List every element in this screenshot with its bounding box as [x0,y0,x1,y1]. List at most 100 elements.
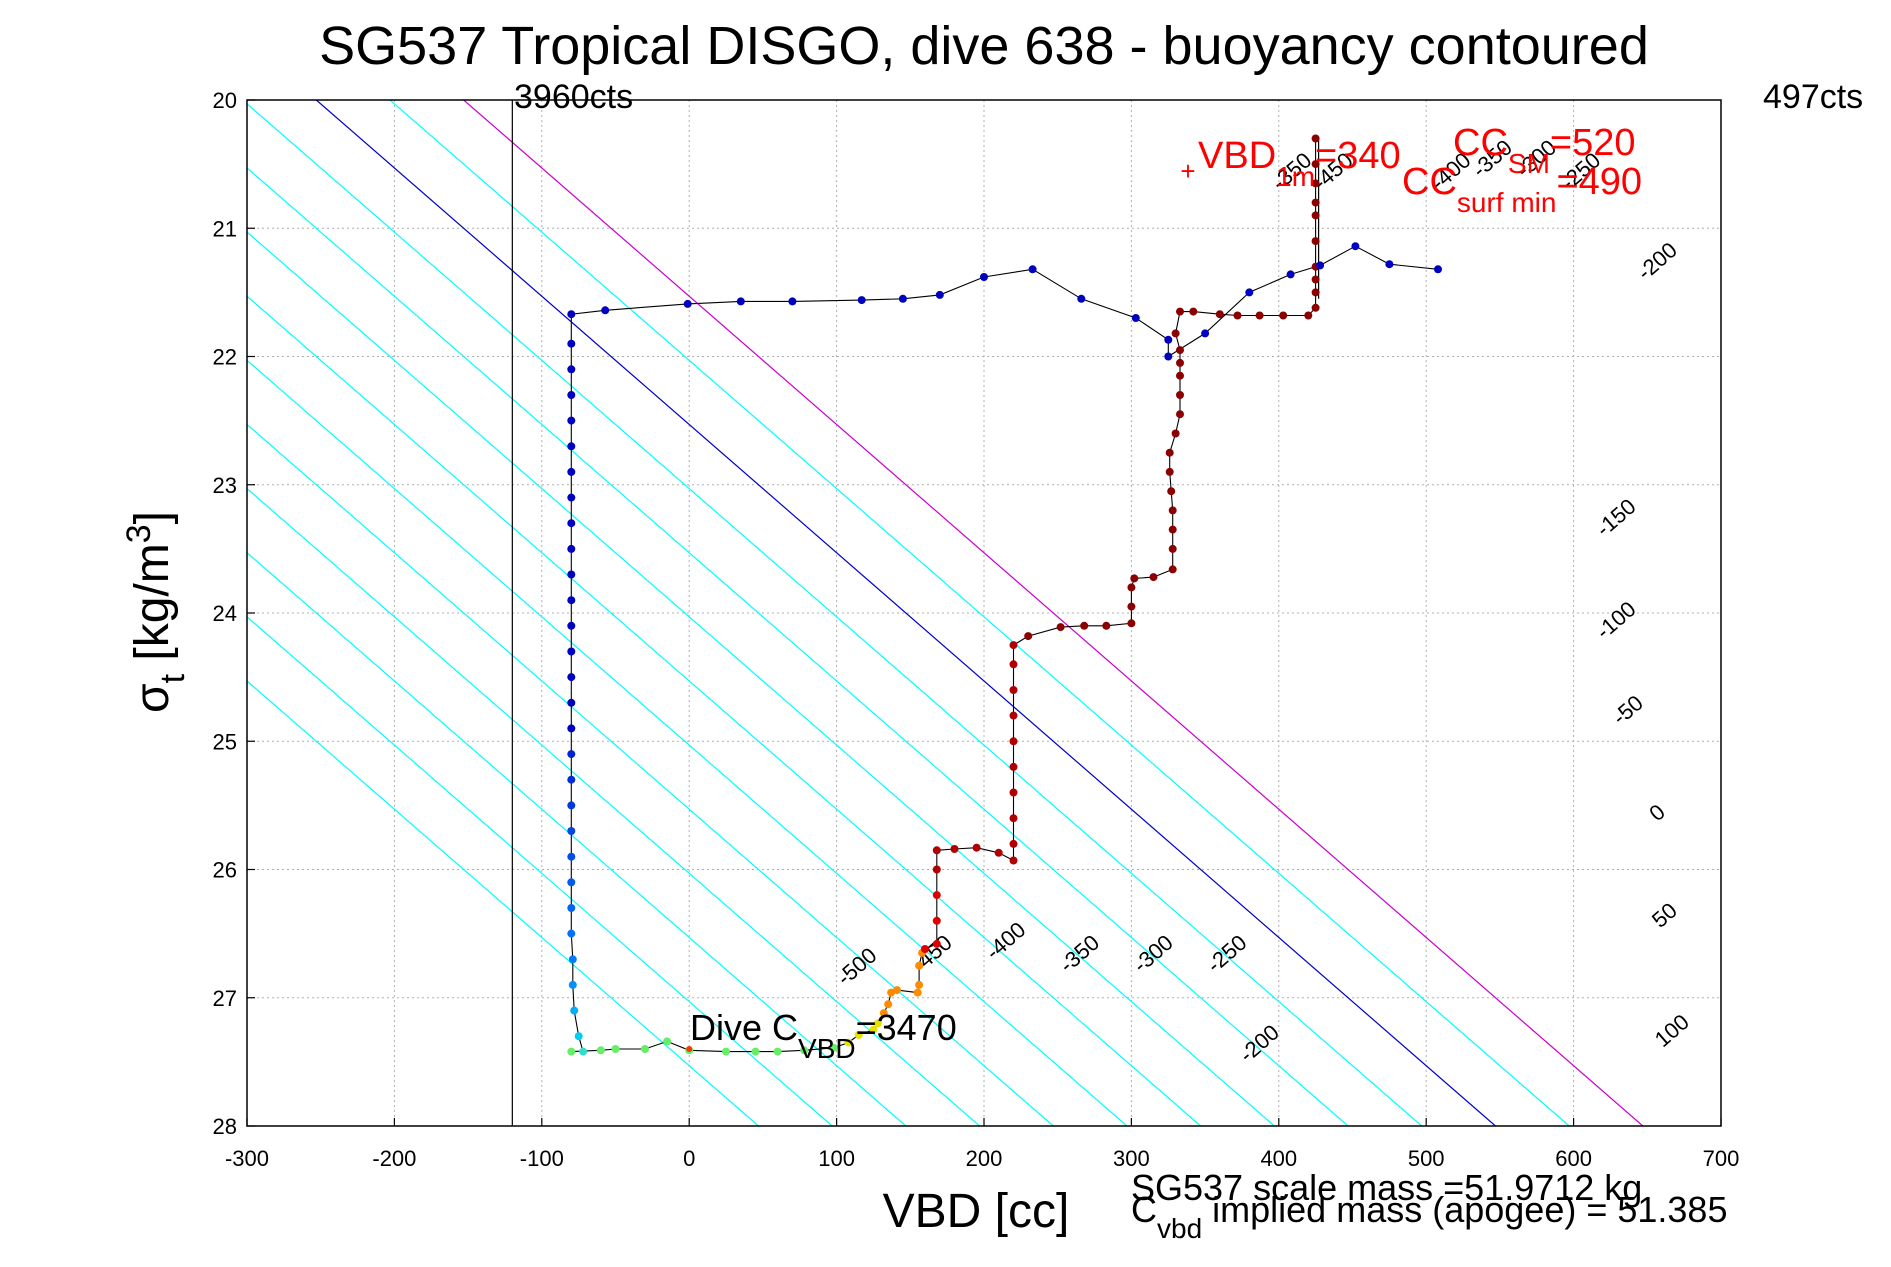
descent-point [1311,198,1320,207]
ascent-point [567,310,576,319]
descent-point [1279,311,1288,320]
y-tick-label: 25 [213,729,237,754]
descent-point [641,1045,649,1053]
cc-sm-sub: SM [1508,148,1550,179]
contour-label: -250 [1202,930,1252,978]
x-tick-label: 400 [1260,1146,1297,1171]
ascent-point [567,339,576,348]
descent-point [1189,307,1198,316]
descent-point [1176,410,1184,419]
contour-line [463,100,1644,1126]
descent-point [932,939,941,948]
descent-point [1056,623,1065,632]
ascent-point [567,929,576,938]
y-axis-ticks: 20 21 22 23 24 25 26 27 28 [213,88,255,1139]
vbd-1m-sub: 1m [1276,161,1315,192]
ascent-point [1245,288,1254,297]
descent-point [773,1047,782,1056]
ascent-point [568,955,577,964]
descent-point [915,980,924,989]
descent-point [1176,371,1184,380]
descent-point [1009,737,1018,746]
descent-point [596,1046,605,1055]
x-tick-label: 500 [1408,1146,1445,1171]
dive-c-main: Dive C [690,1007,798,1048]
descent-point [1311,288,1320,297]
descent-point [1009,762,1018,771]
chart-title: SG537 Tropical DISGO, dive 638 - buoyanc… [319,16,1649,76]
ascent-point [567,904,576,912]
ascent-point [1351,242,1360,251]
contour-label: 50 [1647,898,1682,933]
y-tick-label: 24 [213,601,237,626]
y-tick-label: 28 [213,1114,237,1139]
contour-label: -450 [907,930,957,978]
descent-point [1009,788,1018,797]
scale-mass-note: SG537 scale mass =51.9712 kg [1131,1167,1642,1208]
implied-mass-note: Cvbd implied mass (apogee) = 51.385 [1131,1189,1727,1244]
descent-point [1102,621,1111,630]
descent-point [932,846,941,855]
descent-point [1311,237,1320,246]
y-tick-label: 23 [213,473,237,498]
vbd-1m-value: =340 [1315,135,1401,177]
y-tick-label: 26 [213,858,237,883]
descent-point [1167,487,1176,496]
x-axis-label: VBD [cc] [883,1185,1070,1238]
y-label-close: ] [126,511,179,524]
ascent-point [1164,352,1173,361]
ascent-point [567,801,576,810]
ascent-point [1164,335,1173,344]
descent-point [1149,573,1158,582]
ascent-point [567,442,576,451]
contour-line [247,616,833,1126]
ascent-point [1434,265,1442,274]
descent-point [1009,856,1018,865]
ascent-point [567,493,576,502]
cc-surf-min-sub: surf min [1457,187,1557,218]
ascent-point [1286,270,1295,279]
series-lines [570,138,1439,1053]
contour-label: -350 [1054,930,1104,978]
descent-point [1009,660,1018,669]
descent-point [921,945,929,953]
descent-point [950,845,959,853]
descent-point [1311,134,1320,143]
ascent-point [567,698,576,707]
descent-point [1009,641,1018,650]
descent-point [1176,391,1184,399]
y-tick-label: 22 [213,345,237,370]
ascent-point [1077,294,1086,303]
contour-label: -300 [1128,930,1178,978]
ascent-point [567,724,576,733]
ascent-point [567,544,576,553]
x-tick-label: 600 [1555,1146,1592,1171]
descent-point [1311,179,1320,188]
descent-point [1311,303,1320,312]
contour-line [247,487,980,1126]
ascent-point [857,296,866,305]
x-tick-label: 300 [1113,1146,1150,1171]
vbd-1m-marker: + [1180,156,1195,186]
data-points [567,134,1442,1056]
ascent-point [567,570,576,579]
x-tick-label: 200 [966,1146,1003,1171]
contour-label: -150 [1591,494,1641,542]
cc-surf-min-value: =490 [1556,161,1642,203]
contour-labels: -500 -450 -400 -350 -300 -250-200-200-150-100… [832,135,1694,1068]
cc-sm-annotation: CCSM=520 [1453,122,1635,179]
descent-point [567,1047,576,1056]
implied-mass-value: implied mass (apogee) = 51.385 [1202,1189,1727,1230]
descent-point [1165,467,1174,476]
y-label-sub: t [154,673,192,683]
descent-point [844,1038,853,1047]
ascent-point [1201,329,1210,338]
dive-c-marker [686,1046,693,1053]
contour-line [247,680,759,1126]
left-counts-label: 3960cts [514,78,633,116]
descent-point [1176,346,1184,355]
cc-sm-value: =520 [1550,122,1636,164]
contour-label: -200 [1234,1020,1284,1068]
descent-point [1127,619,1136,628]
